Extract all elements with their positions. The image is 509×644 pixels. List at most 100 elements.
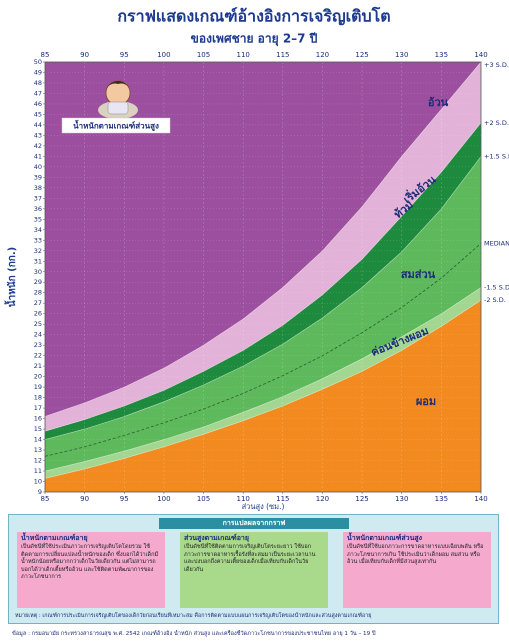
x-tick-label: 110 [236, 495, 249, 503]
series-line [45, 122, 481, 432]
x-tick-label-top: 120 [316, 51, 329, 59]
series-line [45, 287, 481, 472]
chart: กราฟแสดงเกณฑ์อ้างอิงการเจริญเติบโต ของเพ… [4, 6, 509, 512]
x-tick-label: 120 [316, 495, 329, 503]
x-tick-label: 100 [157, 495, 170, 503]
chart-subtitle: ของเพศชาย อายุ 2–7 ปี [191, 32, 318, 47]
y-tick-label: 13 [34, 446, 42, 454]
y-tick-label: 22 [34, 352, 42, 360]
box-label: น้ำหนักตามเกณฑ์ส่วนสูง [73, 120, 159, 132]
y-tick-label: 14 [34, 436, 42, 444]
box-heading: น้ำหนักตามเกณฑ์อายุ [21, 534, 88, 542]
y-tick-label: 25 [34, 320, 42, 328]
series-line [45, 299, 481, 479]
series-label: MEDIAN [484, 239, 509, 247]
series-line [45, 62, 481, 417]
chart-title: กราฟแสดงเกณฑ์อ้างอิงการเจริญเติบโต [117, 6, 390, 27]
box-text: เป็นดัชนีที่ใช้บอกภาวะการขาดอาหารแบบเฉีย… [347, 544, 484, 566]
zone-label: สมส่วน [401, 268, 436, 281]
y-tick-label: 24 [34, 331, 42, 339]
y-tick-label: 16 [34, 415, 42, 423]
y-tick-label: 23 [34, 341, 42, 349]
y-tick-label: 32 [34, 247, 42, 255]
y-tick-label: 46 [34, 100, 42, 108]
series-label: +3 S.D. [484, 61, 509, 69]
x-tick-label-top: 100 [157, 51, 170, 59]
x-tick-label: 130 [395, 495, 408, 503]
series-label: -2 S.D. [484, 296, 506, 304]
y-tick-label: 10 [34, 478, 42, 486]
plot-area [45, 62, 481, 492]
y-tick-label: 45 [34, 110, 42, 118]
y-tick-label: 27 [34, 299, 42, 307]
y-tick-label: 20 [34, 373, 42, 381]
y-tick-label: 38 [34, 184, 42, 192]
x-tick-label-top: 135 [435, 51, 448, 59]
y-tick-label: 11 [34, 467, 42, 475]
x-tick-label-top: 130 [395, 51, 408, 59]
box-text: เป็นดัชนีที่ใช้ติดตามการเจริญเติบโตระยะย… [184, 544, 316, 573]
y-tick-label: 29 [34, 278, 42, 286]
y-tick-label: 50 [34, 58, 42, 66]
x-tick-label-top: 140 [474, 51, 487, 59]
zone-label: ผอม [416, 395, 436, 408]
x-tick-label-top: 110 [236, 51, 249, 59]
x-tick-label-top: 115 [276, 51, 289, 59]
source: ข้อมูล : กรมอนามัย กระทรวงสาธารณสุข พ.ศ.… [12, 631, 376, 637]
zone-label: อ้วน [428, 96, 449, 109]
x-tick-label-top: 125 [355, 51, 368, 59]
y-tick-label: 30 [34, 268, 42, 276]
series-label: -1.5 S.D. [484, 283, 509, 291]
x-tick-label-top: 105 [197, 51, 210, 59]
legend-panel: การแปลผลจากกราฟ น้ำหนักตามเกณฑ์อายุ เป็นด… [8, 514, 499, 624]
y-tick-label: 35 [34, 215, 42, 223]
x-tick-label: 140 [474, 495, 487, 503]
plot-border [44, 61, 482, 493]
y-tick-label: 19 [34, 383, 42, 391]
series-line [45, 243, 481, 457]
y-tick-label: 18 [34, 394, 42, 402]
series-label: +1.5 S.D. [484, 152, 509, 160]
y-tick-label: 39 [34, 173, 42, 181]
note: หมายเหตุ : เกณฑ์การประเมินการเจริญเติบโต… [15, 613, 372, 619]
series-line [45, 156, 481, 440]
x-tick-label: 90 [80, 495, 89, 503]
y-tick-label: 26 [34, 310, 42, 318]
legend-box: น้ำหนักตามเกณฑ์ส่วนสูง เป็นดัชนีที่ใช้บอก… [343, 532, 491, 608]
band-area [45, 300, 481, 492]
x-tick-label: 95 [120, 495, 129, 503]
y-tick-label: 33 [34, 236, 42, 244]
y-tick-label: 42 [34, 142, 42, 150]
x-tick-label: 85 [41, 495, 50, 503]
y-tick-label: 12 [34, 457, 42, 465]
y-tick-label: 21 [34, 362, 42, 370]
series-label: +2 S.D. [484, 119, 509, 127]
y-tick-label: 9 [38, 488, 42, 496]
y-tick-label: 43 [34, 131, 42, 139]
y-tick-label: 47 [34, 89, 42, 97]
x-tick-label-top: 90 [80, 51, 89, 59]
y-tick-label: 28 [34, 289, 42, 297]
x-tick-label-top: 95 [120, 51, 129, 59]
y-tick-label: 40 [34, 163, 42, 171]
y-tick-label: 31 [34, 257, 42, 265]
panel-title: การแปลผลจากกราฟ [159, 518, 349, 529]
y-tick-label: 48 [34, 79, 42, 87]
y-tick-label: 44 [34, 121, 42, 129]
y-tick-label: 34 [34, 226, 42, 234]
legend-box: น้ำหนักตามเกณฑ์อายุ เป็นดัชนีที่ใช้ประเมิ… [17, 532, 165, 608]
x-tick-label: 115 [276, 495, 289, 503]
y-tick-label: 41 [34, 152, 42, 160]
y-tick-label: 49 [34, 68, 42, 76]
x-tick-label-top: 85 [41, 51, 50, 59]
x-tick-label: 105 [197, 495, 210, 503]
y-tick-label: 36 [34, 205, 42, 213]
x-tick-label: 135 [435, 495, 448, 503]
y-tick-label: 37 [34, 194, 42, 202]
y-axis-label: น้ำหนัก (กก.) [4, 247, 18, 307]
y-tick-label: 15 [34, 425, 42, 433]
box-heading: ส่วนสูงตามเกณฑ์อายุ [184, 534, 249, 542]
y-tick-label: 17 [34, 404, 42, 412]
child-icon [61, 80, 171, 134]
